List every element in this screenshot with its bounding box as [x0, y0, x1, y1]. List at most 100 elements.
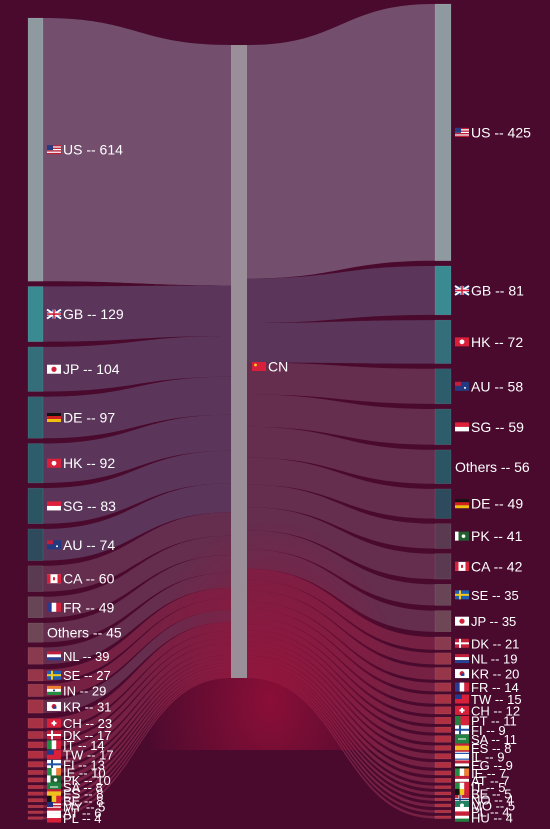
- eg-flag-icon: [455, 760, 469, 770]
- left-label-fi: FI -- 13: [63, 757, 105, 772]
- node-right-hu: [434, 815, 452, 819]
- node-left-nl: [27, 647, 44, 665]
- right-label-pt: PT -- 11: [471, 714, 517, 729]
- node-right-us: [434, 3, 452, 262]
- left-label-fr: FR -- 49: [63, 599, 115, 615]
- it-flag-icon: [47, 740, 61, 750]
- left-label-ie: IE -- 10: [63, 765, 106, 780]
- flow-left-my: [43, 672, 231, 808]
- no-flag-icon: [455, 794, 469, 804]
- flow-right-us: [247, 4, 435, 279]
- left-label-nl: NL -- 39: [63, 649, 109, 664]
- be-flag-icon: [455, 788, 469, 798]
- tw-flag-icon: [455, 694, 469, 704]
- node-right-kr: [434, 667, 452, 680]
- flow-glow: [150, 420, 390, 750]
- nodes: [27, 3, 452, 820]
- right-label-us: US -- 425: [471, 124, 531, 140]
- flow-left-gb: [43, 285, 231, 342]
- node-right-eg: [434, 761, 452, 768]
- node-right-ca: [434, 553, 452, 580]
- sg-flag-icon: [455, 422, 469, 432]
- right-label-ie: IE -- 7: [471, 766, 506, 781]
- node-right-be: [434, 791, 452, 796]
- node-right-sg: [434, 408, 452, 445]
- left-label-hk: HK -- 92: [63, 455, 115, 471]
- flow-left-us: [43, 18, 231, 286]
- left-label-us: US -- 614: [63, 142, 123, 158]
- right-label-de: DE -- 49: [471, 496, 523, 512]
- au-flag-icon: [47, 540, 61, 550]
- in-flag-icon: [47, 685, 61, 695]
- left-label-au: AU -- 74: [63, 537, 115, 553]
- ch-flag-icon: [455, 705, 469, 715]
- node-left-jp: [27, 346, 44, 392]
- flow-left-sa: [43, 662, 231, 789]
- hk-flag-icon: [47, 458, 61, 468]
- node-left-ch: [27, 718, 44, 729]
- fi-flag-icon: [47, 759, 61, 769]
- ie-flag-icon: [455, 768, 469, 778]
- hu-flag-icon: [455, 812, 469, 822]
- node-right-gb: [434, 265, 452, 316]
- node-left-fi: [27, 761, 44, 768]
- left-label-ch: CH -- 23: [63, 716, 112, 731]
- left-label-jp: JP -- 104: [63, 361, 120, 377]
- node-left-at: [27, 810, 44, 814]
- node-left-pk: [27, 777, 44, 783]
- flow-right-hk: [247, 320, 435, 364]
- kr-flag-icon: [455, 669, 469, 679]
- right-label-it: IT -- 5: [471, 780, 505, 795]
- fr-flag-icon: [455, 682, 469, 692]
- right-label-es: ES -- 8: [471, 741, 511, 756]
- flow-left-in: [43, 598, 231, 697]
- node-right-others: [434, 449, 452, 484]
- node-right-at: [434, 778, 452, 783]
- node-left-hk: [27, 443, 44, 484]
- left-label-pk: PK -- 10: [63, 773, 111, 788]
- flow-left-ie: [43, 654, 231, 775]
- pt-flag-icon: [455, 716, 469, 726]
- right-label-il: IL -- 9: [471, 749, 504, 764]
- node-right-fi: [434, 726, 452, 733]
- right-label-others: Others -- 56: [455, 459, 530, 475]
- mo-flag-icon: [455, 800, 469, 810]
- node-left-pl: [27, 816, 44, 820]
- pk-flag-icon: [47, 775, 61, 785]
- left-label-dk: DK -- 17: [63, 728, 111, 743]
- node-left-au: [27, 528, 44, 561]
- left-label-tw: TW -- 17: [63, 748, 114, 763]
- node-right-fr: [434, 682, 452, 692]
- right-label-pl: PL -- 4: [471, 804, 510, 819]
- tw-flag-icon: [47, 750, 61, 760]
- us-flag-icon: [47, 145, 61, 155]
- node-left-gb: [27, 286, 44, 342]
- flow-left-dk: [43, 630, 231, 739]
- flow-right-gb: [247, 265, 435, 324]
- flow-left-se: [43, 587, 231, 681]
- node-right-au: [434, 368, 452, 405]
- left-label-se: SE -- 27: [63, 668, 111, 683]
- node-right-dk: [434, 636, 452, 650]
- node-left-dk: [27, 731, 44, 739]
- flow-left-pl: [43, 676, 231, 820]
- right-label-no: NO -- 4: [471, 792, 514, 807]
- node-right-pl: [434, 809, 452, 814]
- left-label-sg: SG -- 83: [63, 498, 116, 514]
- fi-flag-icon: [455, 725, 469, 735]
- gb-flag-icon: [46, 308, 62, 320]
- left-label-gb: GB -- 129: [63, 306, 124, 322]
- right-label-pk: PK -- 41: [471, 528, 523, 544]
- left-label-it: IT -- 14: [63, 738, 105, 753]
- node-left-fr: [27, 596, 44, 619]
- ca-flag-icon: [455, 561, 469, 571]
- flow-left-jp: [43, 336, 231, 392]
- il-flag-icon: [455, 751, 469, 761]
- flow-left-it: [43, 637, 231, 748]
- node-left-us: [27, 17, 44, 282]
- node-left-be: [27, 798, 44, 803]
- flow-left-ch: [43, 621, 231, 729]
- node-left-sg: [27, 487, 44, 524]
- right-label-au: AU -- 58: [471, 378, 523, 394]
- left-label-sa: SA -- 8: [63, 780, 103, 795]
